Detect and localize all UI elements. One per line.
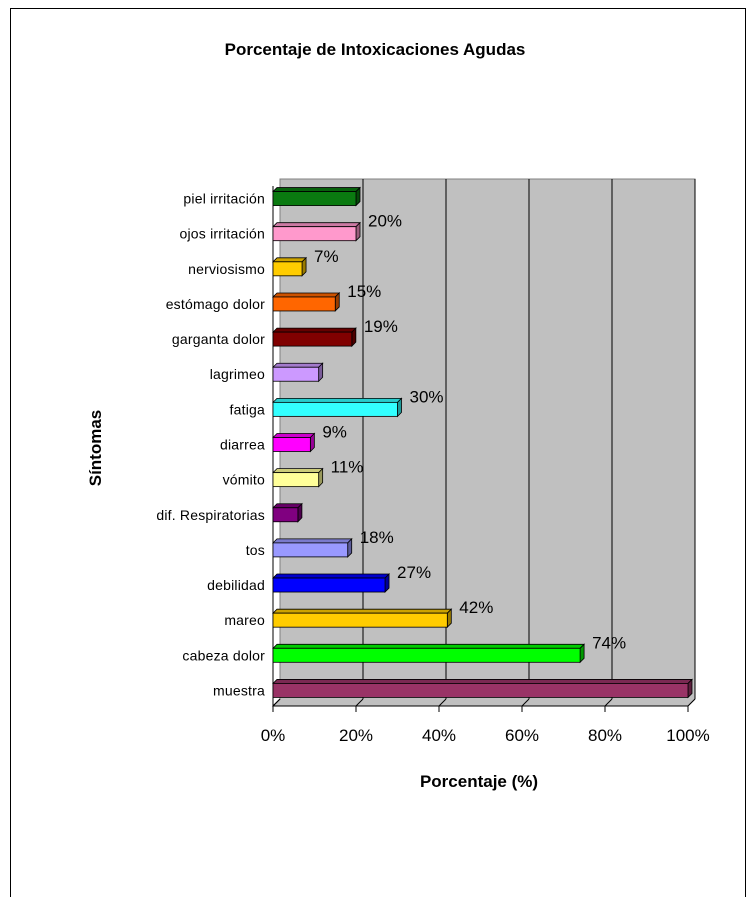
bar <box>272 256 308 277</box>
bar-top <box>272 573 391 579</box>
category-label: estómago dolor <box>166 296 265 312</box>
bar-top <box>272 292 341 298</box>
bar-top <box>272 503 303 509</box>
bar <box>272 292 341 312</box>
bar-front <box>272 261 303 277</box>
gridline-floor <box>272 698 281 707</box>
category-label: debilidad <box>207 577 265 593</box>
data-label: 27% <box>397 563 431 582</box>
bar-top <box>272 222 361 228</box>
bar-top <box>272 468 324 474</box>
data-label: 19% <box>364 317 398 336</box>
bar-front <box>272 366 320 382</box>
category-label: lagrimeo <box>210 366 265 382</box>
bar-front <box>272 437 311 452</box>
category-label: muestra <box>213 682 265 698</box>
category-label: ojos irritación <box>180 226 265 242</box>
data-label: 42% <box>459 598 493 617</box>
bar-front <box>272 296 336 312</box>
data-label: 74% <box>592 633 626 652</box>
bar <box>272 432 316 453</box>
y-axis-title: Síntomas <box>86 410 105 487</box>
bar <box>272 502 303 523</box>
bar-top <box>272 327 357 333</box>
data-label: 15% <box>347 282 381 301</box>
bar <box>272 327 357 348</box>
bar <box>272 678 693 699</box>
bar-front <box>272 331 353 347</box>
bar-top <box>272 608 453 614</box>
bar-chart: Porcentaje de Intoxicaciones Agudas piel… <box>86 40 710 791</box>
data-label: 7% <box>314 247 339 266</box>
bar <box>272 221 361 242</box>
category-label: dif. Respiratorias <box>156 507 265 523</box>
bar-front <box>272 507 299 523</box>
data-label: 18% <box>360 528 394 547</box>
bar-front <box>272 577 386 593</box>
category-label: nerviosismo <box>188 261 265 277</box>
bar <box>272 608 453 629</box>
bar-front <box>272 472 320 488</box>
category-label: piel irritación <box>183 191 265 207</box>
x-tick-labels: 0% 20% 40% 60% 80% 100% <box>261 726 710 745</box>
category-label: diarrea <box>220 437 265 453</box>
category-labels: piel irritación ojos irritación nerviosism… <box>156 191 265 699</box>
bar-front <box>272 226 357 242</box>
bar <box>272 362 324 383</box>
category-label: fatiga <box>230 401 265 417</box>
bar <box>272 397 403 418</box>
bar-front <box>272 401 398 417</box>
gridline-floor <box>355 698 364 707</box>
gridline-floor <box>604 698 613 707</box>
bars <box>272 186 693 699</box>
bar <box>272 537 353 558</box>
bar-top <box>272 397 403 403</box>
bar <box>272 186 361 207</box>
bar-top <box>272 538 353 544</box>
bar-top <box>272 433 316 438</box>
x-tick-label: 100% <box>666 726 709 745</box>
category-label: mareo <box>224 612 265 628</box>
x-tick-label: 20% <box>339 726 373 745</box>
x-axis-title: Porcentaje (%) <box>420 772 538 791</box>
bar <box>272 573 391 593</box>
gridline-floor <box>438 698 447 707</box>
bar <box>272 467 324 488</box>
bar-top <box>272 187 361 192</box>
bar <box>272 643 586 664</box>
data-label: 9% <box>322 423 347 442</box>
chart-title: Porcentaje de Intoxicaciones Agudas <box>225 40 526 59</box>
x-tick-label: 60% <box>505 726 539 745</box>
x-tick-label: 0% <box>261 726 286 745</box>
category-label: tos <box>246 542 265 558</box>
category-label: cabeza dolor <box>182 647 265 663</box>
gridline-floor <box>521 698 530 707</box>
bar-front <box>272 612 448 628</box>
bar-top <box>272 257 308 263</box>
category-label: vómito <box>223 472 265 488</box>
data-label: 11% <box>331 458 364 477</box>
bar-front <box>272 191 357 206</box>
gridline-floor <box>687 698 696 707</box>
chart-frame: Porcentaje de Intoxicaciones Agudas piel… <box>10 8 746 897</box>
data-labels: 20% 7% 15% 19% 30% 9% 11% 18%27% 42% 74% <box>314 212 626 653</box>
bar-top <box>272 362 324 368</box>
bar-top <box>272 643 586 649</box>
x-tick-label: 80% <box>588 726 622 745</box>
x-tick-label: 40% <box>422 726 456 745</box>
data-label: 30% <box>410 387 444 406</box>
bar-top <box>272 679 693 684</box>
bar-front <box>272 542 349 558</box>
bar-front <box>272 683 689 698</box>
data-label: 20% <box>368 212 402 231</box>
category-label: garganta dolor <box>172 331 265 347</box>
bar-front <box>272 647 581 663</box>
